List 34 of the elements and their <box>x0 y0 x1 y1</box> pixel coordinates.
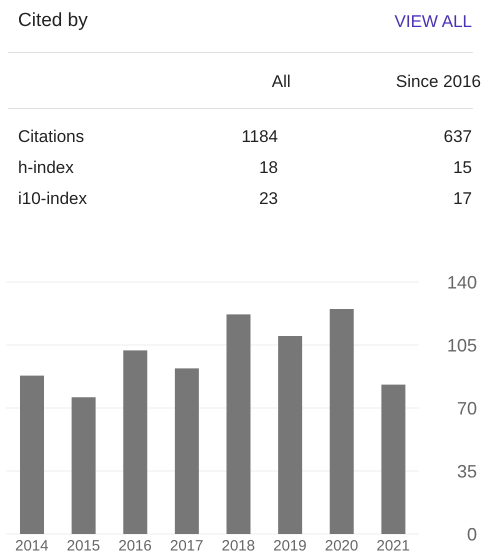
text: 1184 <box>240 127 278 148</box>
bar <box>330 309 354 534</box>
x-tick-label: 2015 <box>66 538 100 554</box>
text: Since 2016 <box>394 72 481 93</box>
y-tick-label: 70 <box>456 398 477 418</box>
x-tick-label: 2020 <box>324 538 358 554</box>
bar <box>278 336 302 534</box>
text: Citations <box>17 127 86 148</box>
chart-title: Cited by <box>18 10 88 32</box>
text: 15 <box>452 158 472 179</box>
bar <box>72 397 96 534</box>
text: 637 <box>442 127 472 148</box>
text: 23 <box>258 189 278 210</box>
y-tick-label: 35 <box>456 461 477 482</box>
y-tick-label: 105 <box>446 335 477 356</box>
bar <box>123 350 148 534</box>
text: All <box>270 72 291 93</box>
x-tick-label: 2018 <box>222 538 255 554</box>
bar <box>226 314 250 534</box>
y-tick-label: 140 <box>446 272 477 292</box>
y-tick-label: 0 <box>466 524 477 544</box>
x-tick-label: 2014 <box>15 538 48 554</box>
text: h-index <box>17 158 75 179</box>
text: i10-index <box>17 189 88 210</box>
bar <box>381 384 406 534</box>
x-tick-label: 2019 <box>273 538 307 554</box>
x-tick-label: 2017 <box>170 538 204 554</box>
text: 17 <box>452 189 472 210</box>
text: VIEW ALL <box>394 12 472 32</box>
x-tick-label: 2016 <box>118 538 152 554</box>
bar <box>20 376 44 534</box>
x-tick-label: 2021 <box>376 538 410 554</box>
bar <box>174 368 199 534</box>
text: 18 <box>258 158 278 179</box>
